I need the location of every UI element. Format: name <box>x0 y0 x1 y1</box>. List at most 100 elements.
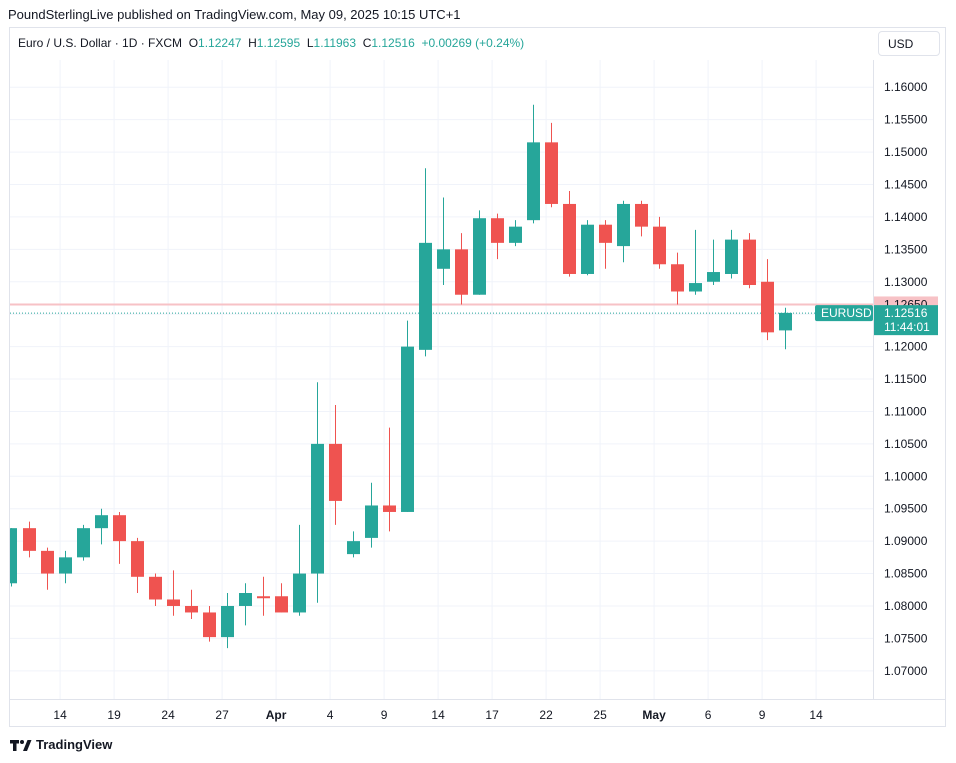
change-value: +0.00269 (+0.24%) <box>421 36 525 50</box>
chart-frame <box>9 27 946 727</box>
x-tick-label: 14 <box>809 708 823 722</box>
y-tick-label: 1.08000 <box>884 599 928 613</box>
x-tick-label: 17 <box>485 708 499 722</box>
y-tick-label: 1.07500 <box>884 631 928 645</box>
candle-body[interactable] <box>113 515 126 542</box>
y-tick-label: 1.12000 <box>884 340 928 354</box>
candle-body[interactable] <box>383 505 396 512</box>
x-tick-label: 22 <box>539 708 553 722</box>
candle-body[interactable] <box>743 239 756 286</box>
x-tick-label: 19 <box>107 708 121 722</box>
countdown-label: 11:44:01 <box>884 320 930 334</box>
candle-body[interactable] <box>293 573 306 613</box>
low-label: L <box>306 36 314 50</box>
candle-body[interactable] <box>221 605 234 638</box>
y-tick-label: 1.14000 <box>884 210 928 224</box>
candle-body[interactable] <box>23 528 36 551</box>
y-tick-label: 1.11500 <box>884 372 927 386</box>
candle-body[interactable] <box>10 528 17 584</box>
candle-body[interactable] <box>617 203 630 247</box>
x-tick-label: 9 <box>381 708 388 722</box>
candle-body[interactable] <box>563 203 576 274</box>
candle-body[interactable] <box>347 541 360 555</box>
y-tick-label: 1.08500 <box>884 567 928 581</box>
candle-body[interactable] <box>779 312 792 331</box>
tradingview-logo[interactable]: TradingView <box>10 737 112 752</box>
candle-body[interactable] <box>581 224 594 274</box>
candle-body[interactable] <box>725 239 738 274</box>
candle-body[interactable] <box>131 541 144 577</box>
ohlc-legend: Euro / U.S. Dollar · 1D · FXCM O1.12247 … <box>18 36 524 50</box>
y-tick-label: 1.15500 <box>884 113 928 127</box>
y-tick-label: 1.16000 <box>884 80 928 94</box>
y-tick-label: 1.13500 <box>884 242 928 256</box>
y-tick-label: 1.13000 <box>884 275 928 289</box>
candlestick-chart[interactable]: 1.16000 1.15500 1.15000 1.14500 1.14000 1.135… <box>10 60 946 730</box>
x-tick-label: 25 <box>593 708 607 722</box>
x-tick-label: May <box>642 708 666 722</box>
x-tick-label: 4 <box>327 708 334 722</box>
y-tick-label: 1.10500 <box>884 437 928 451</box>
brand-name: TradingView <box>36 737 113 752</box>
candle-body[interactable] <box>239 593 252 606</box>
open-label: O <box>188 36 199 50</box>
candle-body[interactable] <box>203 612 216 638</box>
candle-body[interactable] <box>707 272 720 282</box>
x-tick-label: 14 <box>53 708 67 722</box>
candle-body[interactable] <box>59 557 72 574</box>
tradingview-logo-icon <box>10 739 32 751</box>
candle-body[interactable] <box>41 550 54 574</box>
candle-body[interactable] <box>527 142 540 221</box>
low-value: 1.11963 <box>313 36 357 50</box>
candle-body[interactable] <box>671 264 684 292</box>
candle-body[interactable] <box>635 203 648 227</box>
candle-body[interactable] <box>545 142 558 204</box>
candle-body[interactable] <box>761 281 774 333</box>
candle-body[interactable] <box>437 249 450 269</box>
y-tick-label: 1.10000 <box>884 469 928 483</box>
candle-body[interactable] <box>95 515 108 529</box>
y-tick-label: 1.07000 <box>884 664 928 678</box>
x-tick-label: 27 <box>215 708 229 722</box>
open-value: 1.12247 <box>198 36 242 50</box>
candle-body[interactable] <box>365 505 378 538</box>
candle-body[interactable] <box>401 346 414 512</box>
candle-body[interactable] <box>185 605 198 613</box>
candle-body[interactable] <box>257 596 270 599</box>
last-price-tag <box>874 305 938 336</box>
x-tick-label: Apr <box>266 708 287 722</box>
high-value: 1.12595 <box>256 36 301 50</box>
candle-body[interactable] <box>149 576 162 600</box>
candle-body[interactable] <box>509 226 522 243</box>
candle-body[interactable] <box>491 218 504 243</box>
x-tick-label: 9 <box>759 708 766 722</box>
candle-body[interactable] <box>689 283 702 292</box>
symbol-tag <box>815 305 873 322</box>
candle-body[interactable] <box>329 443 342 501</box>
candle-body[interactable] <box>311 443 324 574</box>
candle-body[interactable] <box>167 599 180 606</box>
symbol-title[interactable]: Euro / U.S. Dollar · 1D · FXCM <box>18 36 183 50</box>
close-label: C <box>362 36 372 50</box>
candle-body[interactable] <box>419 242 432 350</box>
candle-body[interactable] <box>455 249 468 295</box>
x-tick-label: 6 <box>705 708 712 722</box>
published-line: PoundSterlingLive published on TradingVi… <box>8 7 461 22</box>
y-tick-label: 1.11000 <box>884 404 927 418</box>
x-tick-label: 14 <box>431 708 445 722</box>
y-tick-label: 1.09500 <box>884 502 928 516</box>
high-label: H <box>248 36 257 50</box>
candle-body[interactable] <box>275 596 288 613</box>
candle-body[interactable] <box>599 224 612 243</box>
y-tick-label: 1.15000 <box>884 145 928 159</box>
symbol-tag-label: EURUSD <box>821 306 872 320</box>
candle-body[interactable] <box>653 226 666 265</box>
candle-body[interactable] <box>473 218 486 295</box>
last-price-label: 1.12516 <box>884 306 928 320</box>
currency-button[interactable]: USD <box>878 31 940 56</box>
close-value: 1.12516 <box>371 36 415 50</box>
y-tick-label: 1.09000 <box>884 534 928 548</box>
candle-body[interactable] <box>77 528 90 558</box>
y-tick-label: 1.14500 <box>884 177 928 191</box>
x-tick-label: 24 <box>161 708 175 722</box>
